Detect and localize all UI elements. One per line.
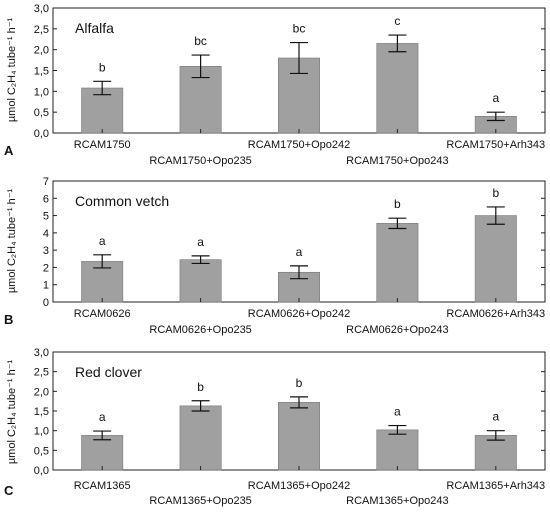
significance-letter: b: [197, 380, 204, 394]
y-tick-label: 7: [43, 176, 49, 188]
significance-letter: a: [492, 91, 499, 105]
bar: [179, 259, 222, 303]
y-tick-label: 3: [43, 245, 49, 257]
y-axis-label: µmol C₂H₄ tube⁻¹ h⁻¹: [6, 359, 18, 464]
y-tick-label: 1,5: [34, 66, 49, 78]
bar: [81, 87, 124, 134]
category-label: RCAM1750+Opo235: [149, 155, 251, 167]
bar: [278, 402, 320, 471]
y-tick-label: 0,5: [34, 107, 49, 119]
significance-letter: b: [394, 197, 401, 211]
chart-title: Alfalfa: [75, 20, 114, 36]
y-tick-label: 6: [43, 193, 49, 205]
significance-letter: b: [296, 376, 303, 390]
y-axis-label: µmol C₂H₄ tube⁻¹ h⁻¹: [6, 188, 18, 293]
bar: [376, 429, 419, 471]
chart-panel-b: 0 1 2 3 4 5 6 7 µmol C₂H₄ tube⁻¹ h⁻¹ Common vetch…: [4, 176, 546, 336]
y-tick-label: 2,5: [34, 367, 49, 379]
category-label: RCAM1750+Arh343: [446, 139, 545, 151]
chart-panel-c: 0,0 0,5 1,0 1,5 2,0 2,5 3,0 µmol C₂H₄ tube⁻¹ h⁻…: [4, 347, 546, 507]
bar: [81, 435, 124, 471]
significance-letter: bc: [194, 34, 207, 48]
significance-letter: a: [99, 410, 106, 424]
category-label: RCAM1365: [74, 480, 131, 492]
panel-label: C: [4, 483, 14, 498]
y-tick-label: 0,0: [34, 128, 49, 140]
significance-letter: a: [296, 245, 303, 259]
y-tick-label: 0,0: [34, 465, 49, 477]
category-label: RCAM1365+Opo242: [248, 480, 350, 492]
significance-letter: a: [394, 405, 401, 419]
y-tick-label: 2,0: [34, 45, 49, 57]
chart-title: Red clover: [75, 364, 142, 380]
significance-letter: bc: [293, 22, 306, 36]
significance-letter: b: [99, 60, 106, 74]
category-label: RCAM1365+Opo235: [149, 495, 251, 507]
y-tick-label: 0: [43, 297, 49, 309]
bar: [474, 215, 517, 303]
category-label: RCAM0626+Opo235: [149, 324, 251, 336]
significance-letter: a: [197, 235, 204, 249]
chart-title: Common vetch: [75, 193, 169, 209]
y-tick-label: 1,0: [34, 86, 49, 98]
category-label: RCAM0626+Opo243: [346, 324, 448, 336]
panel-label: A: [4, 143, 14, 158]
category-label: RCAM1750: [74, 139, 131, 151]
category-label: RCAM0626: [74, 308, 131, 320]
y-axis-label: µmol C₂H₄ tube⁻¹ h⁻¹: [6, 17, 18, 122]
y-tick-label: 4: [43, 228, 49, 240]
category-label: RCAM1750+Opo242: [248, 139, 350, 151]
y-tick-label: 1,0: [34, 426, 49, 438]
significance-letter: b: [492, 186, 499, 200]
y-tick-label: 2,0: [34, 386, 49, 398]
category-label: RCAM1365+Arh343: [446, 480, 545, 492]
category-label: RCAM1750+Opo243: [346, 155, 448, 167]
bar: [376, 43, 419, 134]
y-tick-label: 3,0: [34, 3, 49, 15]
y-tick-label: 2,5: [34, 24, 49, 36]
significance-letter: c: [394, 14, 400, 28]
significance-letter: a: [492, 410, 499, 424]
y-tick-label: 3,0: [34, 347, 49, 359]
y-tick-label: 2: [43, 262, 49, 274]
bar: [376, 223, 419, 303]
y-tick-label: 1: [43, 280, 49, 292]
bar: [179, 405, 222, 471]
significance-letter: a: [99, 234, 106, 248]
category-label: RCAM1365+Opo243: [346, 495, 448, 507]
y-tick-label: 0,5: [34, 445, 49, 457]
category-label: RCAM0626+Opo242: [248, 308, 350, 320]
y-tick-label: 5: [43, 211, 49, 223]
category-label: RCAM0626+Arh343: [446, 308, 545, 320]
y-tick-label: 1,5: [34, 406, 49, 418]
panel-label: B: [4, 312, 13, 327]
chart-panel-a: 0,0 0,5 1,0 1,5 2,0 2,5 3,0 µmol C₂H₄ tube⁻¹ h⁻…: [4, 3, 546, 167]
